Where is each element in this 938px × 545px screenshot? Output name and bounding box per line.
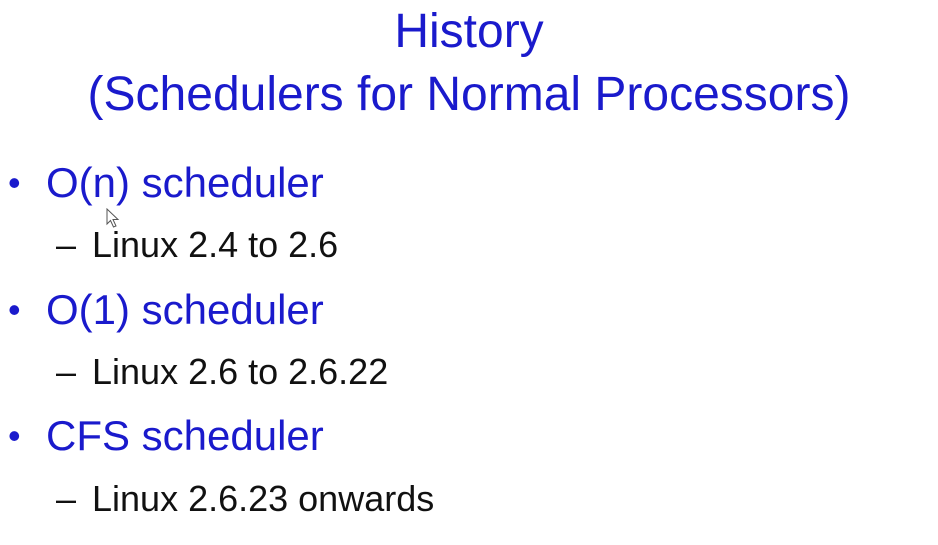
bullet-dot: • bbox=[8, 415, 21, 456]
mouse-pointer-icon bbox=[106, 208, 120, 228]
slide-title: History bbox=[394, 5, 544, 58]
sub-bullet-label: Linux 2.6 to 2.6.22 bbox=[92, 351, 389, 392]
sub-bullet-dash: – bbox=[56, 351, 77, 392]
bullet-dot: • bbox=[8, 289, 21, 330]
slide-subtitle: (Schedulers for Normal Processors) bbox=[87, 68, 851, 121]
bullet-dot: • bbox=[8, 162, 21, 203]
sub-bullet-label: Linux 2.6.23 onwards bbox=[92, 478, 435, 519]
bullet-label: CFS scheduler bbox=[46, 412, 324, 459]
bullet-label: O(1) scheduler bbox=[46, 286, 324, 333]
sub-bullet-label: Linux 2.4 to 2.6 bbox=[92, 224, 339, 265]
sub-bullet-dash: – bbox=[56, 478, 77, 519]
sub-bullet-dash: – bbox=[56, 224, 77, 265]
bullet-label: O(n) scheduler bbox=[46, 159, 324, 206]
